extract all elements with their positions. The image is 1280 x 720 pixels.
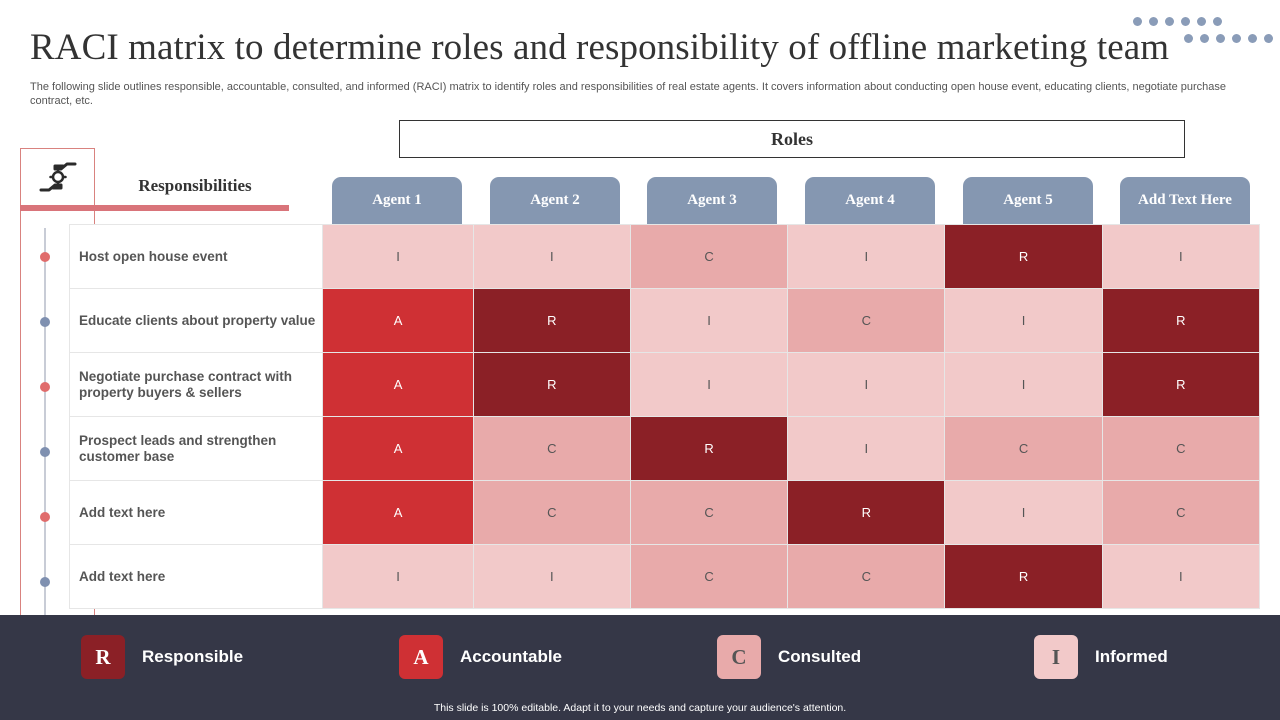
agent-header: Agent 1 xyxy=(332,177,462,234)
raci-cell: I xyxy=(787,416,946,481)
matrix-row: Prospect leads and strengthen customer b… xyxy=(68,416,1261,481)
decorative-dot xyxy=(1149,17,1158,26)
raci-cell: R xyxy=(944,544,1103,609)
decorative-dot xyxy=(1181,17,1190,26)
legend-item: R Responsible xyxy=(81,635,243,679)
raci-cell: R xyxy=(787,480,946,545)
responsibility-label: Negotiate purchase contract with propert… xyxy=(68,352,324,417)
legend-label: Informed xyxy=(1095,647,1168,666)
raci-cell: C xyxy=(472,416,631,481)
agent-header: Agent 4 xyxy=(805,177,935,234)
agent-header: Agent 3 xyxy=(647,177,777,234)
raci-cell: I xyxy=(787,224,946,289)
raci-cell: C xyxy=(787,288,946,353)
raci-cell: C xyxy=(629,224,789,289)
raci-cell: I xyxy=(472,544,631,609)
raci-cell: I xyxy=(629,352,789,417)
legend-bar: R Responsible A Accountable C Consulted I Infor… xyxy=(0,615,1280,720)
decorative-dot xyxy=(1248,34,1257,43)
decorative-dot xyxy=(1264,34,1273,43)
matrix-row: Host open house event I I C I R I xyxy=(68,224,1261,289)
decorative-dot xyxy=(1216,34,1225,43)
timeline-bullet xyxy=(40,577,50,587)
raci-cell: R xyxy=(944,224,1103,289)
decorative-dot xyxy=(1197,17,1206,26)
raci-cell: I xyxy=(322,224,474,289)
legend-label: Responsible xyxy=(142,647,244,666)
legend-badge: I xyxy=(1034,635,1078,679)
raci-cell: A xyxy=(322,288,474,353)
legend-item: I Informed xyxy=(1034,635,1168,679)
agent-header: Agent 5 xyxy=(963,177,1093,234)
timeline-bullet xyxy=(40,382,50,392)
decorative-dot xyxy=(1232,34,1241,43)
raci-matrix: Host open house event I I C I R I Educate clien… xyxy=(68,224,1261,609)
raci-cell: C xyxy=(629,544,789,609)
matrix-row: Negotiate purchase contract with propert… xyxy=(68,352,1261,417)
matrix-row: Add text here I I C C R I xyxy=(68,544,1261,609)
raci-cell: I xyxy=(944,480,1103,545)
legend-item: A Accountable xyxy=(399,635,562,679)
raci-cell: R xyxy=(1101,288,1261,353)
raci-cell: R xyxy=(472,288,631,353)
legend-label: Consulted xyxy=(778,647,862,666)
timeline-bullet xyxy=(40,447,50,457)
handshake-gear-icon xyxy=(20,148,95,206)
raci-cell: I xyxy=(472,224,631,289)
responsibility-label: Educate clients about property value xyxy=(68,288,324,353)
raci-cell: R xyxy=(1101,352,1261,417)
raci-cell: I xyxy=(322,544,474,609)
raci-cell: I xyxy=(787,352,946,417)
page-subtitle: The following slide outlines responsible… xyxy=(30,81,1227,107)
decorative-dot xyxy=(1133,17,1142,26)
raci-cell: C xyxy=(629,480,789,545)
raci-cell: I xyxy=(944,288,1103,353)
decorative-dot xyxy=(1184,34,1193,43)
raci-cell: A xyxy=(322,480,474,545)
raci-cell: I xyxy=(1101,544,1261,609)
decorative-dot xyxy=(1213,17,1222,26)
raci-cell: C xyxy=(1101,480,1261,545)
legend-label: Accountable xyxy=(460,647,563,666)
raci-cell: C xyxy=(944,416,1103,481)
responsibility-label: Add text here xyxy=(68,544,324,609)
raci-cell: A xyxy=(322,352,474,417)
raci-cell: I xyxy=(1101,224,1261,289)
timeline-line xyxy=(44,228,46,618)
agent-header: Agent 2 xyxy=(490,177,620,234)
footer-note: This slide is 100% editable. Adapt it to… xyxy=(433,702,847,714)
responsibility-label: Add text here xyxy=(68,480,324,545)
roles-header: Roles xyxy=(399,120,1185,158)
page-title: RACI matrix to determine roles and respo… xyxy=(30,27,1170,68)
agent-header: Add Text Here xyxy=(1120,177,1250,234)
responsibility-label: Host open house event xyxy=(68,224,324,289)
responsibilities-underline xyxy=(20,205,289,211)
raci-cell: I xyxy=(944,352,1103,417)
raci-cell: R xyxy=(472,352,631,417)
raci-cell: I xyxy=(629,288,789,353)
raci-cell: R xyxy=(629,416,789,481)
raci-cell: C xyxy=(787,544,946,609)
responsibility-label: Prospect leads and strengthen customer b… xyxy=(68,416,324,481)
raci-cell: C xyxy=(1101,416,1261,481)
raci-cell: C xyxy=(472,480,631,545)
raci-cell: A xyxy=(322,416,474,481)
responsibilities-header: Responsibilities xyxy=(138,176,252,195)
legend-badge: R xyxy=(81,635,125,679)
decorative-dot xyxy=(1165,17,1174,26)
matrix-row: Add text here A C C R I C xyxy=(68,480,1261,545)
timeline-bullet xyxy=(40,317,50,327)
legend-badge: C xyxy=(717,635,761,679)
legend-badge: A xyxy=(399,635,443,679)
timeline-bullet xyxy=(40,512,50,522)
legend-item: C Consulted xyxy=(717,635,861,679)
decorative-dot xyxy=(1200,34,1209,43)
timeline-bullet xyxy=(40,252,50,262)
matrix-row: Educate clients about property value A R I C… xyxy=(68,288,1261,353)
